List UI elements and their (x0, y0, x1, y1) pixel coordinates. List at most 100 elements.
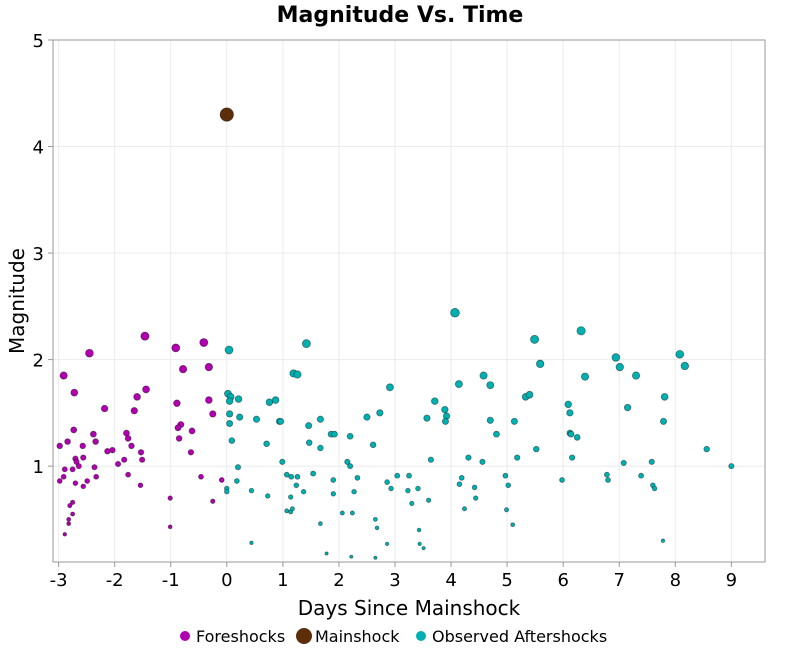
data-point-foreshocks (93, 473, 100, 480)
x-tick-label: -2 (106, 570, 124, 591)
data-point-observed-aftershocks (293, 370, 302, 379)
x-tick-label: 4 (445, 570, 456, 591)
data-point-foreshocks (75, 463, 82, 470)
data-point-foreshocks (140, 331, 150, 341)
x-tick-label: 3 (389, 570, 400, 591)
data-point-observed-aftershocks (288, 494, 294, 500)
data-point-foreshocks (64, 438, 71, 445)
y-tick-label: 4 (33, 138, 44, 159)
data-point-foreshocks (187, 449, 195, 456)
data-point-observed-aftershocks (615, 362, 624, 372)
data-point-observed-aftershocks (660, 538, 666, 543)
data-point-observed-aftershocks (317, 444, 324, 452)
data-point-mainshock (219, 107, 234, 122)
data-point-observed-aftershocks (354, 474, 361, 481)
data-point-observed-aftershocks (351, 488, 357, 495)
data-point-foreshocks (56, 442, 63, 450)
data-point-observed-aftershocks (479, 458, 486, 465)
data-point-foreshocks (204, 362, 214, 372)
x-tick-label: 1 (277, 570, 288, 591)
data-point-observed-aftershocks (638, 472, 645, 479)
data-point-foreshocks (137, 449, 145, 456)
legend-marker-icon (296, 628, 312, 644)
data-point-observed-aftershocks (252, 415, 261, 423)
data-point-observed-aftershocks (339, 510, 345, 516)
data-point-observed-aftershocks (603, 471, 610, 478)
data-point-observed-aftershocks (236, 413, 244, 421)
data-point-foreshocks (60, 473, 67, 480)
data-point-foreshocks (59, 371, 68, 380)
data-point-foreshocks (114, 460, 122, 468)
y-tick-label: 1 (33, 457, 44, 478)
plot-area (52, 39, 766, 563)
data-point-foreshocks (199, 338, 209, 348)
data-point-observed-aftershocks (248, 487, 255, 494)
axis-ticks: -3 -2 -1 0 1 2 3 4 5 6 7 8 9 1 2 3 4 5 (33, 31, 738, 591)
data-point-observed-aftershocks (533, 445, 540, 453)
data-point-observed-aftershocks (305, 422, 313, 430)
data-point-observed-aftershocks (473, 495, 479, 501)
data-point-foreshocks (109, 446, 116, 454)
data-point-observed-aftershocks (479, 371, 488, 380)
data-point-foreshocks (70, 511, 76, 517)
data-point-foreshocks (70, 426, 78, 434)
data-point-observed-aftershocks (573, 433, 581, 441)
data-point-foreshocks (62, 532, 68, 537)
data-point-foreshocks (128, 442, 135, 450)
data-point-observed-aftershocks (388, 485, 394, 492)
x-tick-label: 5 (501, 570, 512, 591)
data-point-observed-aftershocks (279, 458, 286, 465)
data-point-observed-aftershocks (567, 430, 575, 438)
data-point-observed-aftershocks (363, 413, 371, 421)
y-tick-label: 2 (33, 351, 44, 372)
data-point-foreshocks (73, 458, 80, 465)
data-point-observed-aftershocks (405, 487, 411, 494)
data-point-observed-aftershocks (324, 551, 329, 556)
data-point-observed-aftershocks (406, 472, 412, 479)
data-point-foreshocks (69, 466, 76, 473)
data-point-observed-aftershocks (566, 409, 574, 417)
data-point-foreshocks (80, 483, 87, 490)
data-point-observed-aftershocks (559, 477, 565, 483)
data-point-observed-aftershocks (228, 437, 236, 444)
data-point-observed-aftershocks (277, 417, 285, 425)
data-point-observed-aftershocks (569, 454, 576, 461)
data-point-observed-aftershocks (675, 349, 685, 359)
legend: Foreshocks Mainshock Observed Aftershocks (180, 627, 607, 646)
data-point-observed-aftershocks (344, 458, 351, 465)
data-point-observed-aftershocks (580, 372, 590, 381)
legend-label: Mainshock (315, 627, 400, 646)
data-point-observed-aftershocks (423, 414, 431, 422)
data-point-observed-aftershocks (384, 479, 390, 485)
data-point-foreshocks (167, 524, 173, 530)
data-point-observed-aftershocks (349, 554, 354, 559)
legend-marker-icon (180, 631, 190, 641)
data-point-observed-aftershocks (605, 477, 611, 483)
data-point-foreshocks (56, 478, 63, 484)
data-point-foreshocks (218, 477, 225, 483)
data-point-observed-aftershocks (385, 383, 394, 392)
data-point-observed-aftershocks (385, 541, 390, 547)
data-point-foreshocks (139, 456, 146, 463)
data-point-foreshocks (210, 498, 216, 504)
x-tick-label: 0 (221, 570, 232, 591)
data-point-foreshocks (205, 396, 213, 404)
data-point-observed-aftershocks (263, 440, 270, 448)
legend-label: Observed Aftershocks (432, 627, 607, 646)
data-point-observed-aftershocks (454, 380, 463, 389)
data-point-observed-aftershocks (316, 415, 324, 423)
data-point-observed-aftershocks (514, 454, 521, 461)
data-point-observed-aftershocks (331, 430, 338, 438)
data-point-observed-aftershocks (461, 506, 468, 512)
data-point-observed-aftershocks (369, 441, 377, 449)
data-point-observed-aftershocks (493, 430, 500, 438)
data-point-foreshocks (124, 435, 132, 442)
data-point-foreshocks (61, 466, 68, 473)
data-point-foreshocks (72, 480, 79, 487)
data-point-foreshocks (209, 410, 217, 418)
data-point-observed-aftershocks (510, 417, 518, 425)
data-point-foreshocks (137, 482, 144, 489)
data-point-observed-aftershocks (225, 397, 234, 405)
data-point-observed-aftershocks (525, 390, 534, 399)
